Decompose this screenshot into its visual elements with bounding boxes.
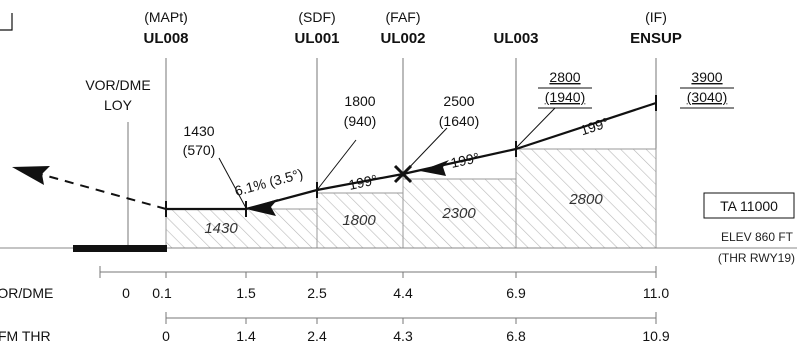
fm-thr-tick-0: 0: [162, 328, 170, 344]
vor-dme-tick-0: 0: [122, 285, 130, 301]
gradient-label: 6.1% (3.5°): [233, 165, 305, 199]
track-arrow-1: [420, 160, 449, 176]
track-label-2: 199°: [449, 149, 481, 171]
oca-label-2800: 2800: [568, 191, 603, 208]
missed-approach-path: [39, 173, 167, 210]
altitude-2800: 2800: [549, 69, 580, 85]
oca-label-2300: 2300: [441, 205, 476, 222]
oca-step-1: [165, 208, 318, 249]
altitude-1800: 1800: [344, 93, 375, 109]
threshold-label: (THR RWY19): [718, 251, 795, 265]
navaid-label-line2: LOY: [104, 97, 133, 113]
obstacle-steps: [165, 148, 657, 249]
track-arrow-2: [246, 199, 278, 216]
vor-dme-scale: VOR/DME 0 0.1 1.5 2.5 4.4 6.9 11.0: [0, 266, 669, 301]
oca-label-1430: 1430: [204, 220, 238, 237]
fm-thr-tick-4-3: 4.3: [393, 328, 413, 344]
height-570: (570): [183, 142, 216, 158]
elevation-label: ELEV 860 FT: [721, 230, 794, 244]
track-label-3: 199°: [578, 114, 610, 138]
altitude-1430: 1430: [183, 123, 214, 139]
transition-altitude-box: [703, 192, 795, 219]
fm-thr-scale: FM THR 0 1.4 2.4 4.3 6.8 10.9: [0, 312, 670, 344]
fix-type-if: (IF): [645, 9, 667, 25]
approach-path: [166, 101, 657, 211]
fix-type-sdf: (SDF): [298, 9, 335, 25]
height-1640: (1640): [439, 113, 479, 129]
height-940: (940): [344, 113, 377, 129]
oca-step-4: [515, 148, 657, 249]
navaid-label-line1: VOR/DME: [85, 77, 150, 93]
fix-name-ul008: UL008: [143, 30, 188, 47]
height-3040: (3040): [687, 89, 727, 105]
height-1940: (1940): [545, 89, 585, 105]
fm-thr-tick-2-4: 2.4: [307, 328, 327, 344]
fm-thr-tick-1-4: 1.4: [236, 328, 256, 344]
vor-dme-tick-2-5: 2.5: [307, 285, 327, 301]
runway: [73, 245, 167, 252]
altitude-2500: 2500: [443, 93, 474, 109]
fix-type-mapt: (MAPt): [144, 9, 188, 25]
vor-dme-tick-0-1: 0.1: [152, 285, 172, 301]
vor-dme-tick-6-9: 6.9: [506, 285, 526, 301]
fix-name-ul002: UL002: [380, 30, 425, 47]
fix-name-ensup: ENSUP: [630, 30, 682, 47]
transition-altitude-label: TA 11000: [720, 198, 778, 214]
fix-type-faf: (FAF): [386, 9, 421, 25]
altitude-leaders: [218, 107, 556, 209]
fix-name-ul003: UL003: [493, 30, 538, 47]
vor-dme-tick-4-4: 4.4: [393, 285, 413, 301]
altitude-3900: 3900: [691, 69, 722, 85]
fm-thr-scale-label: FM THR: [0, 328, 51, 344]
vor-dme-scale-label: VOR/DME: [0, 285, 53, 301]
track-label-1: 199°: [347, 171, 379, 193]
missed-approach-arrow: [12, 166, 50, 185]
fix-name-ul001: UL001: [294, 30, 339, 47]
fm-thr-tick-10-9: 10.9: [642, 328, 669, 344]
fm-thr-tick-6-8: 6.8: [506, 328, 526, 344]
vor-dme-tick-1-5: 1.5: [236, 285, 256, 301]
vor-dme-tick-11-0: 11.0: [643, 285, 669, 301]
oca-label-1800: 1800: [342, 212, 376, 229]
corner-bracket: [0, 13, 13, 31]
